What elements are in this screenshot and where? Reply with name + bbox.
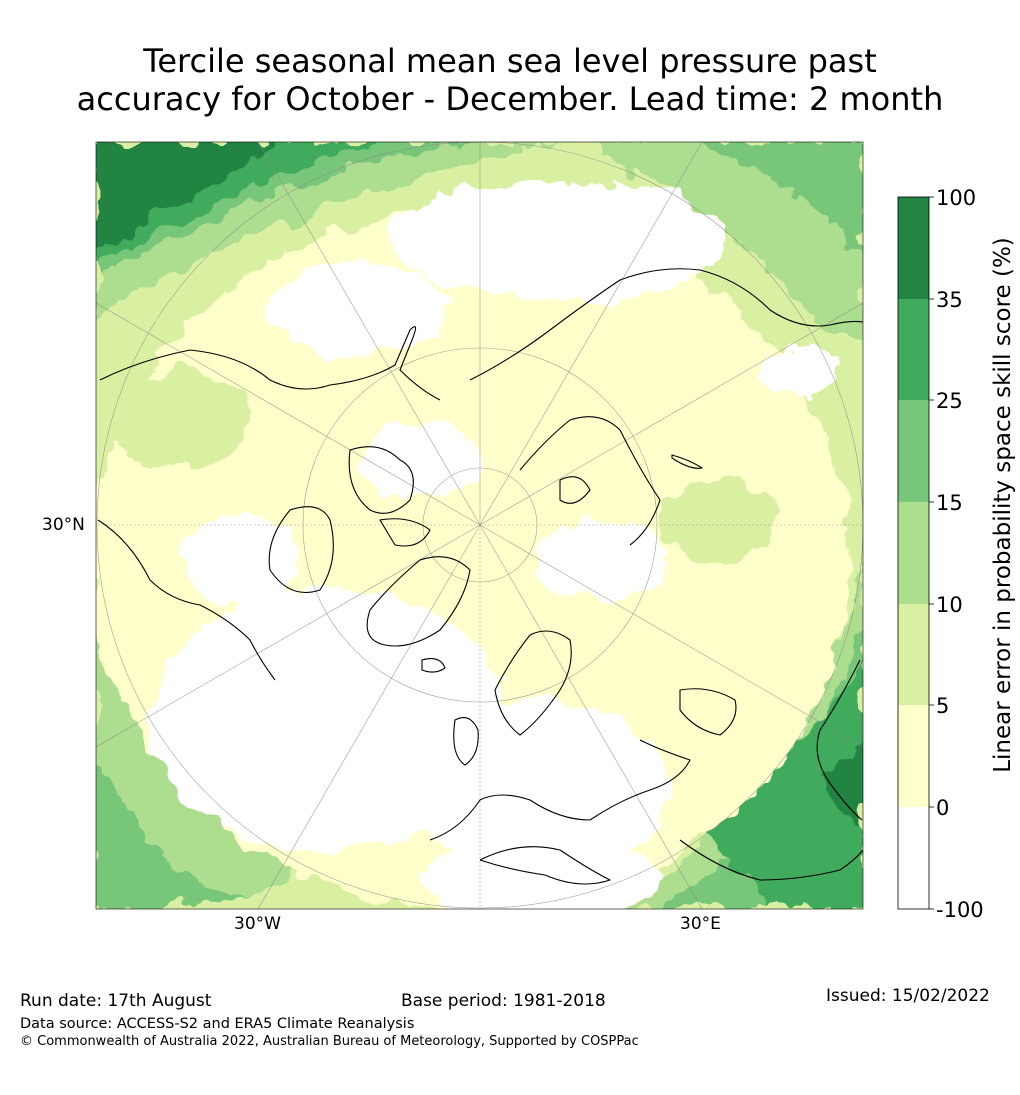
run-date: Run date: 17th August [20, 991, 212, 1011]
coastline-north-america [99, 326, 441, 401]
coastline-novaya [559, 476, 591, 504]
colorbar-tick-label: 15 [936, 491, 963, 515]
coastline-mediterranean [479, 846, 611, 885]
contour-below-0 [760, 345, 840, 395]
contour-below-0 [530, 520, 670, 600]
base-period: Base period: 1981-2018 [401, 991, 606, 1011]
meridian [257, 524, 481, 909]
contour-10-15 [600, 142, 863, 380]
coastline-british-isles [453, 717, 479, 766]
meridian [479, 142, 703, 526]
lon-label-30w: 30°W [234, 914, 281, 934]
contour-below-0 [360, 420, 480, 500]
colorbar-tick-label: -100 [936, 898, 984, 922]
issued-date: Issued: 15/02/2022 [826, 986, 990, 1006]
colorbar-swatch-10-15 [898, 502, 929, 604]
colorbar-tick-label: 25 [936, 389, 963, 413]
colorbar-tick-label: 0 [936, 796, 950, 820]
colorbar-tick-label: 100 [936, 186, 977, 210]
contour-10-15 [96, 560, 400, 909]
meridian [257, 142, 481, 526]
colorbar-swatch-below-0 [898, 807, 929, 909]
colorbar-swatch-35-100 [898, 197, 929, 299]
coastline-east-asia [816, 659, 863, 821]
coastline-arctic-islands [379, 518, 431, 547]
data-source: Data source: ACCESS-S2 and ERA5 Climate … [20, 1016, 415, 1032]
coastline-greenland [366, 556, 471, 647]
contour-5-10-patch [110, 370, 250, 470]
colorbar-title: Linear error in probability space skill … [990, 237, 1016, 773]
colorbar-tick-label: 5 [936, 694, 950, 718]
contour-25-35 [700, 660, 863, 909]
contour-below-0 [410, 700, 670, 880]
coastline-lake-baikal [671, 454, 703, 469]
colorbar-frame [897, 196, 930, 910]
coastlines [97, 268, 863, 885]
meridian [479, 524, 703, 909]
colorbar-swatch-5-10 [898, 604, 929, 705]
coastline-russia-north [519, 416, 661, 546]
contour-5-10-patch [660, 480, 780, 560]
coastline-hudson [268, 506, 334, 594]
colorbar-tick-label: 35 [936, 288, 963, 312]
contour-below-0 [390, 180, 730, 300]
colorbar-tick-label: 10 [936, 593, 963, 617]
meridian [96, 302, 481, 526]
coastline-asia-south [679, 839, 863, 881]
coastline-europe [429, 739, 691, 841]
contour-below-0 [180, 515, 300, 605]
meridian [479, 524, 863, 748]
coastline-iceland [421, 658, 446, 673]
map-frame [95, 141, 864, 910]
colorbar-swatch-25-35 [898, 299, 929, 400]
colorbar-swatch-0-5 [898, 705, 929, 807]
chart-title-line-2: accuracy for October - December. Lead ti… [76, 80, 944, 118]
coastline-siberia [469, 268, 863, 381]
coastline-black-caspian [679, 688, 737, 736]
coastline-north-america [97, 519, 276, 681]
lat-label-30n: 30°N [42, 515, 85, 535]
contour-15-25 [96, 740, 260, 909]
coastline-arctic-islands [348, 446, 414, 514]
coastline-scandinavia [494, 630, 572, 736]
contour-below-0 [270, 265, 450, 355]
meridian [479, 302, 863, 526]
contour-35-100 [96, 142, 280, 250]
meridian [96, 524, 481, 748]
lon-label-30e: 30°E [680, 914, 721, 934]
colorbar [897, 196, 934, 910]
colorbar-swatch-15-25 [898, 400, 929, 502]
contour-15-25 [690, 142, 863, 260]
skill-contours [96, 142, 863, 909]
colorbar-tick-marks [929, 196, 934, 910]
copyright: © Commonwealth of Australia 2022, Austra… [20, 1034, 639, 1049]
lat-circle [96, 142, 863, 909]
chart-title-line-1: Tercile seasonal mean sea level pressure… [143, 42, 877, 80]
contour-35-100 [820, 740, 863, 830]
